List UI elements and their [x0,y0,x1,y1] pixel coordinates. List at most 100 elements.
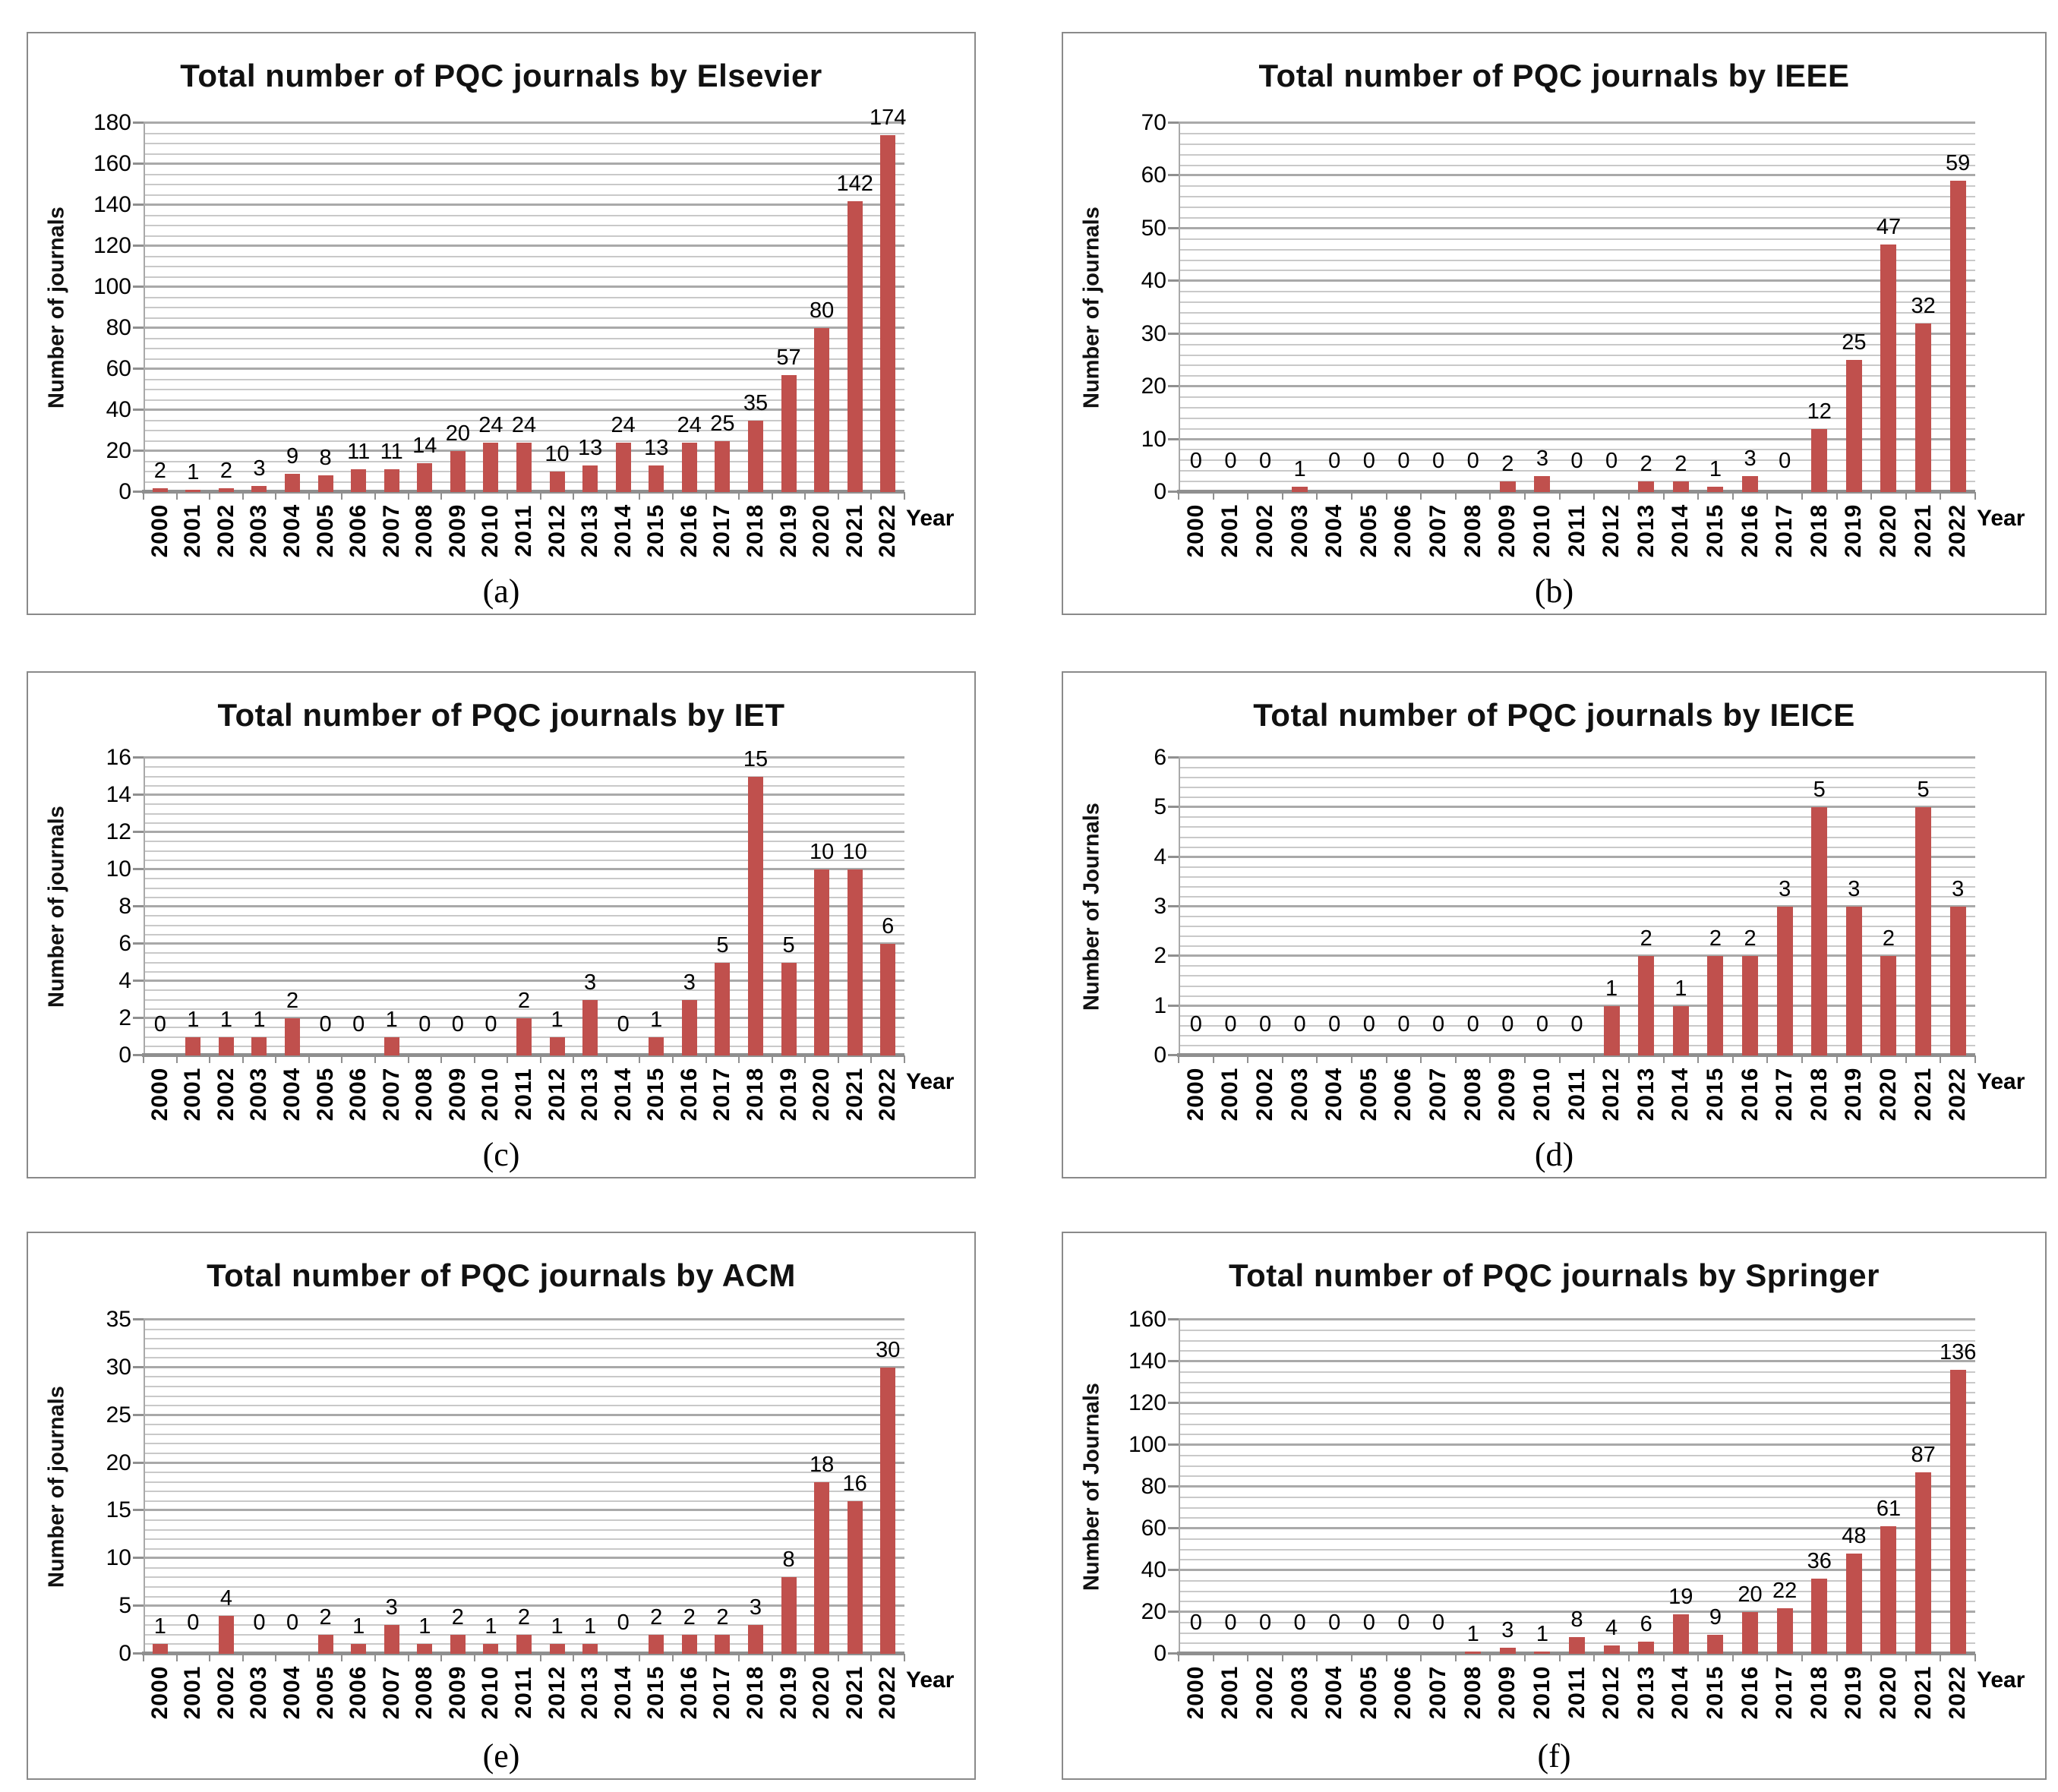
bar-2016 [681,1634,697,1654]
bar-value-label: 0 [485,1012,497,1036]
x-tick-label: 2021 [1910,503,1936,558]
x-tick-mark [1420,1654,1422,1661]
panel-caption: (b) [1534,573,1574,610]
gridline [1179,1434,1975,1436]
x-tick-label: 2004 [279,1067,305,1122]
gridline [1179,1360,1975,1362]
x-tick-label: 2009 [444,503,470,558]
x-tick-mark [1801,492,1803,500]
bar-value-label: 2 [1882,926,1895,951]
x-tick-label: 2019 [1841,1665,1867,1720]
chart-panel-a: Total number of PQC journals by Elsevier… [27,32,976,615]
bar-2003 [251,1036,267,1055]
bar-2019 [781,1577,797,1654]
x-tick-mark [241,492,244,500]
y-tick-mark [133,1461,144,1464]
gridline [144,1491,904,1493]
gridline [144,1453,904,1454]
gridline [1179,153,1975,156]
x-tick-label: 2005 [312,503,338,558]
x-tick-mark [1697,492,1700,500]
x-tick-label: 2010 [478,503,503,558]
x-tick-mark [1731,492,1734,500]
y-tick-mark [133,245,144,247]
bar-value-label: 10 [544,442,570,466]
x-tick-label: 2019 [775,1067,801,1122]
bar-2014 [1672,1614,1689,1654]
x-tick-label: 2017 [709,503,735,558]
gridline [144,1481,904,1483]
x-tick-label: 2014 [610,1067,636,1122]
bar-2009 [1499,1647,1516,1654]
x-tick-label: 2017 [709,1067,735,1122]
bar-value-label: 1 [1293,457,1306,482]
gridline [1179,1465,1975,1467]
y-tick-label: 15 [106,1497,131,1523]
bar-value-label: 4 [1605,1616,1618,1640]
bar-value-label: 0 [1189,1611,1202,1635]
y-tick-label: 0 [1154,479,1166,504]
x-tick-label: 2021 [1910,1067,1936,1122]
x-tick-label: 2003 [1286,1665,1312,1720]
plot-area: 0 10 20 30 40 50 60 70 0 0 0 1 0 0 0 0 0 2 3 0 0 2 2 1 3 0 12 25 47 3… [1141,112,1976,503]
bar-value-label: 0 [1779,449,1791,473]
x-tick-label: 2003 [246,503,272,558]
gridline [1179,1318,1975,1320]
y-tick-label: 120 [1128,1390,1166,1415]
bar-2014 [1672,481,1689,492]
x-tick-mark [738,1055,740,1063]
x-tick-mark [1870,1654,1873,1661]
bar-value-label: 5 [716,932,729,958]
bar-2018 [1811,807,1828,1055]
x-tick-mark [1593,1654,1596,1661]
gridline [1179,926,1975,928]
x-tick-mark [341,1055,343,1063]
x-tick-label: 2020 [1875,1067,1901,1122]
bar-2011 [516,1634,532,1654]
x-tick-mark [1940,1654,1942,1661]
gridline [144,878,904,880]
gridline [1179,1014,1975,1017]
x-tick-mark [407,492,409,500]
y-tick-label: 60 [1141,1516,1166,1541]
gridline [1179,1559,1975,1561]
y-tick-mark [133,793,144,796]
x-tick-mark [1351,1055,1353,1063]
x-tick-label: 2011 [1564,1666,1589,1719]
y-tick-mark [133,1017,144,1019]
x-tick-mark [1489,1654,1491,1661]
bar-2002 [218,1036,234,1055]
x-tick-label: 2019 [775,503,801,558]
y-tick-label: 100 [1128,1432,1166,1457]
y-tick-label: 4 [118,968,131,993]
y-tick-label: 2 [118,1005,131,1030]
plot-area: 0 20 40 60 80 100 120 140 160 180 2 1 2 3 9 8 11 11 14 20 24… [93,107,906,503]
bar-value-label: 36 [1807,1549,1832,1573]
bar-value-label: 3 [683,970,696,995]
bar-value-label: 25 [710,411,735,436]
gridline [1179,470,1975,472]
bar-value-label: 0 [1224,1611,1237,1635]
x-tick-mark [1178,492,1179,500]
gridline [144,822,904,824]
bar-value-label: 8 [1570,1607,1583,1632]
bar-value-label: 3 [1848,877,1861,901]
x-tick-label: 2021 [841,1665,867,1720]
gridline [144,399,904,401]
bar-2014 [615,443,631,492]
bar-value-label: 1 [551,1614,563,1639]
bar-2015 [1707,487,1724,492]
x-tick-label: 2014 [1668,1665,1693,1720]
gridline [144,989,904,992]
x-tick-mark [1247,1654,1249,1661]
bar-value-label: 0 [1328,449,1341,473]
x-tick-mark [705,492,707,500]
gridline [144,1318,904,1320]
y-tick-mark [1168,1652,1179,1655]
x-tick-mark [837,1654,839,1661]
x-tick-label: 2016 [676,503,702,558]
gridline [1179,806,1975,809]
y-tick-mark [1168,385,1179,388]
bar-2003 [251,485,267,492]
bar-value-label: 9 [1709,1605,1722,1630]
